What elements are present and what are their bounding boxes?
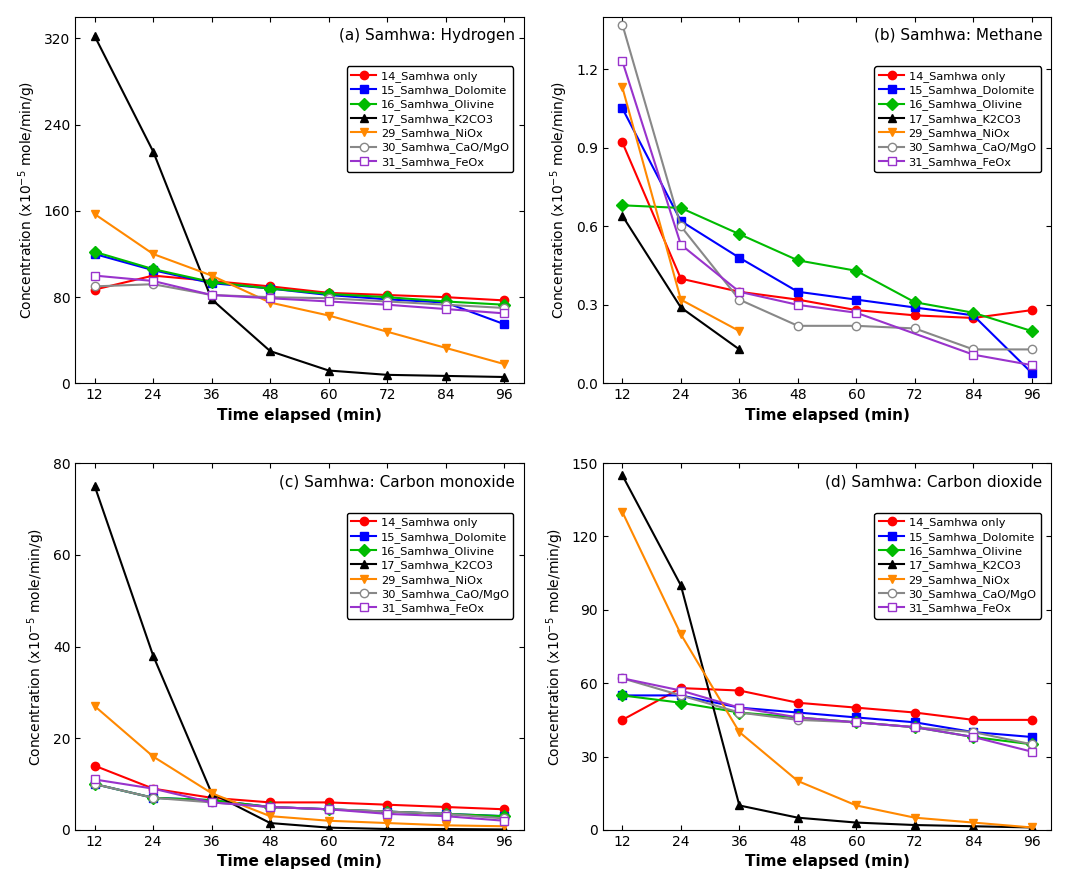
Y-axis label: Concentration (x10$^{-5}$ mole/min/g): Concentration (x10$^{-5}$ mole/min/g) bbox=[26, 527, 47, 766]
Text: (a) Samhwa: Hydrogen: (a) Samhwa: Hydrogen bbox=[339, 27, 515, 43]
Legend: 14_Samhwa only, 15_Samhwa_Dolomite, 16_Samhwa_Olivine, 17_Samhwa_K2CO3, 29_Samhw: 14_Samhwa only, 15_Samhwa_Dolomite, 16_S… bbox=[347, 513, 514, 618]
Y-axis label: Concentration (x10$^{-5}$ mole/min/g): Concentration (x10$^{-5}$ mole/min/g) bbox=[17, 81, 38, 319]
Text: (d) Samhwa: Carbon dioxide: (d) Samhwa: Carbon dioxide bbox=[826, 474, 1042, 489]
Legend: 14_Samhwa only, 15_Samhwa_Dolomite, 16_Samhwa_Olivine, 17_Samhwa_K2CO3, 29_Samhw: 14_Samhwa only, 15_Samhwa_Dolomite, 16_S… bbox=[347, 66, 514, 173]
X-axis label: Time elapsed (min): Time elapsed (min) bbox=[217, 854, 382, 869]
Y-axis label: Concentration (x10$^{-5}$ mole/min/g): Concentration (x10$^{-5}$ mole/min/g) bbox=[549, 81, 570, 319]
X-axis label: Time elapsed (min): Time elapsed (min) bbox=[217, 408, 382, 423]
Legend: 14_Samhwa only, 15_Samhwa_Dolomite, 16_Samhwa_Olivine, 17_Samhwa_K2CO3, 29_Samhw: 14_Samhwa only, 15_Samhwa_Dolomite, 16_S… bbox=[875, 513, 1041, 618]
Y-axis label: Concentration (x10$^{-5}$ mole/min/g): Concentration (x10$^{-5}$ mole/min/g) bbox=[545, 527, 566, 766]
Text: (b) Samhwa: Methane: (b) Samhwa: Methane bbox=[874, 27, 1042, 43]
Legend: 14_Samhwa only, 15_Samhwa_Dolomite, 16_Samhwa_Olivine, 17_Samhwa_K2CO3, 29_Samhw: 14_Samhwa only, 15_Samhwa_Dolomite, 16_S… bbox=[875, 66, 1041, 173]
Text: (c) Samhwa: Carbon monoxide: (c) Samhwa: Carbon monoxide bbox=[279, 474, 515, 489]
X-axis label: Time elapsed (min): Time elapsed (min) bbox=[744, 408, 910, 423]
X-axis label: Time elapsed (min): Time elapsed (min) bbox=[744, 854, 910, 869]
